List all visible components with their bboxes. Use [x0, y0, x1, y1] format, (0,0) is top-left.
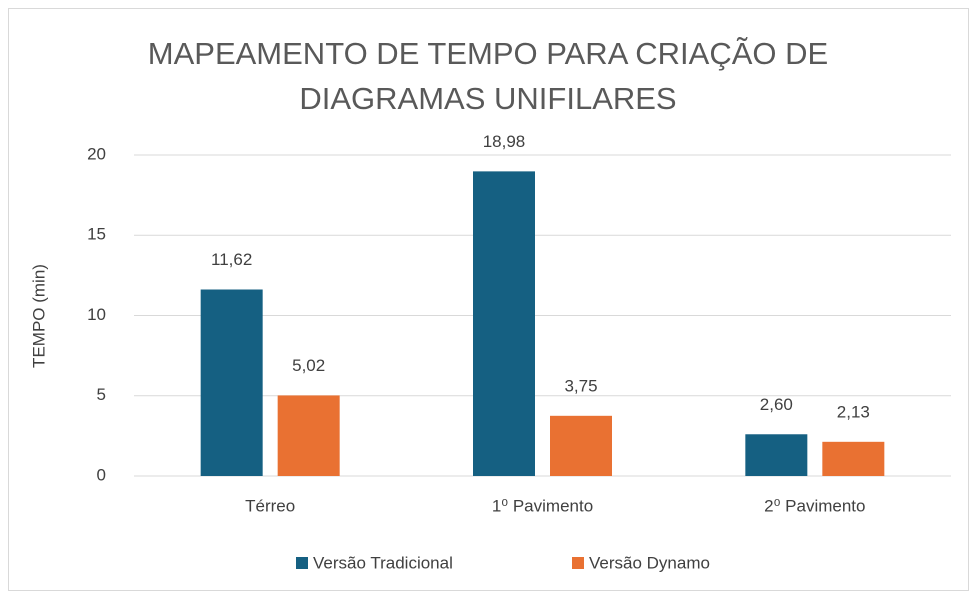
x-tick-label: 2⁰ Pavimento [764, 496, 865, 515]
value-label: 2,60 [760, 395, 793, 414]
y-axis-label: TEMPO (min) [29, 264, 48, 368]
y-tick-label: 20 [87, 144, 106, 163]
value-label: 5,02 [292, 356, 325, 375]
x-tick-label: 1⁰ Pavimento [492, 496, 593, 515]
y-tick-label: 15 [87, 225, 106, 244]
legend-swatch [296, 557, 308, 569]
x-tick-label: Térreo [245, 496, 295, 515]
legend-swatch [572, 557, 584, 569]
bar [200, 289, 263, 476]
bar [550, 415, 612, 476]
value-label: 3,75 [564, 376, 597, 395]
chart-title: MAPEAMENTO DE TEMPO PARA CRIAÇÃO DE [148, 36, 828, 71]
chart-title: DIAGRAMAS UNIFILARES [299, 81, 676, 116]
bar [473, 171, 535, 476]
value-label: 18,98 [483, 132, 526, 151]
bar [277, 395, 340, 476]
bar [745, 434, 808, 476]
value-label: 11,62 [211, 250, 252, 269]
y-tick-label: 5 [97, 385, 106, 404]
legend-label: Versão Tradicional [313, 553, 453, 572]
legend-label: Versão Dynamo [589, 553, 710, 572]
y-tick-label: 10 [87, 305, 106, 324]
value-label: 2,13 [837, 402, 870, 421]
y-tick-label: 0 [97, 465, 106, 484]
bar [822, 441, 885, 476]
